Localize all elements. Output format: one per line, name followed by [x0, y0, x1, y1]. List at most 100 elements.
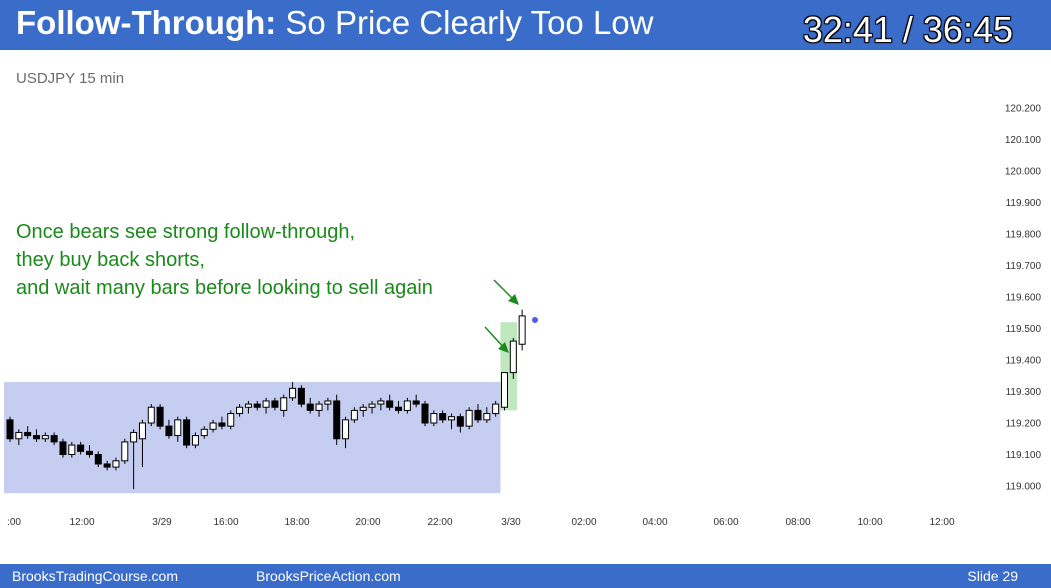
candle-body: [68, 444, 76, 455]
candle-body: [32, 435, 40, 440]
candle-body: [483, 413, 491, 421]
x-tick-label: 12:00: [69, 517, 94, 528]
candle-body: [430, 413, 438, 424]
candle-body: [465, 409, 473, 427]
candle-body: [130, 431, 138, 443]
y-tick-label: 119.700: [1006, 261, 1042, 272]
video-timer: 32:41 / 36:45: [802, 9, 1013, 50]
annotation-line-3: and wait many bars before looking to sel…: [16, 277, 433, 299]
x-tick-label: 04:00: [642, 517, 667, 528]
footer-left-link: BrooksTradingCourse.com: [12, 568, 178, 584]
slide-number: Slide 29: [967, 568, 1018, 584]
x-tick-label: 18:00: [284, 517, 309, 528]
chart-symbol: USDJPY 15 min: [16, 70, 125, 87]
candle-body: [200, 428, 208, 437]
candle-body: [85, 450, 93, 456]
footer-center-link: BrooksPriceAction.com: [256, 568, 401, 584]
candle-body: [183, 419, 191, 446]
candle-body: [518, 315, 526, 345]
candle-body: [509, 340, 517, 374]
price-chart: 119.000 119.100 119.200 119.300 119.400 119.5…: [4, 104, 1042, 528]
candle-body: [403, 400, 411, 411]
candle-body: [306, 403, 314, 411]
y-tick-label: 120.100: [1005, 135, 1042, 146]
candle-body: [500, 372, 508, 408]
candle-body: [227, 413, 235, 427]
candle-body: [474, 409, 482, 421]
x-tick-label: 3/29: [152, 517, 172, 528]
candle-body: [94, 454, 102, 465]
candle-body: [333, 400, 341, 440]
slide-title: Follow-Through: So Price Clearly Too Low: [16, 3, 653, 43]
x-tick-label: 22:00: [427, 517, 452, 528]
candle-body: [191, 435, 199, 446]
candle-body: [77, 444, 85, 452]
candle-body: [41, 435, 49, 440]
y-tick-label: 119.200: [1006, 419, 1042, 430]
candle-body: [24, 431, 32, 437]
x-tick-label: 12:00: [929, 517, 954, 528]
y-tick-label: 119.000: [1006, 482, 1042, 493]
candle-body: [236, 406, 244, 415]
cursor-pointer: [531, 316, 539, 324]
candle-body: [138, 422, 146, 440]
x-tick-label: 10:00: [857, 517, 882, 528]
candle-body: [492, 403, 500, 415]
x-tick-label: 16:00: [213, 517, 238, 528]
candle-body: [395, 406, 403, 411]
candle-body: [439, 413, 447, 421]
y-tick-label: 119.100: [1006, 450, 1042, 461]
candle-body: [297, 387, 305, 405]
candle-body: [456, 416, 464, 427]
x-tick-label: 20:00: [355, 517, 380, 528]
arrow-lower-head: [498, 342, 509, 353]
y-tick-label: 120.200: [1005, 104, 1042, 115]
x-tick-label: :00: [7, 517, 21, 528]
y-tick-label: 119.800: [1006, 230, 1042, 241]
candle-body: [112, 460, 120, 468]
candle-body: [350, 409, 358, 421]
candle-body: [50, 435, 58, 443]
candle-body: [412, 400, 420, 405]
candle-body: [15, 431, 23, 440]
candle-body: [174, 419, 182, 437]
candle-body: [147, 406, 155, 424]
candle-body: [165, 425, 173, 437]
y-tick-label: 119.300: [1006, 387, 1042, 398]
y-tick-label: 120.000: [1005, 167, 1042, 178]
y-tick-label: 119.400: [1006, 356, 1042, 367]
candle-body: [448, 416, 455, 421]
trading-range-box: [4, 382, 501, 494]
candle-body: [315, 403, 323, 411]
candle-body: [103, 463, 111, 468]
candle-body: [421, 403, 429, 424]
candle-body: [386, 400, 394, 408]
candle-body: [253, 403, 261, 408]
candle-body: [359, 406, 367, 411]
chart-annotation: Once bears see strong follow-through, th…: [16, 218, 433, 302]
candle-body: [156, 406, 164, 427]
x-tick-label: 08:00: [785, 517, 810, 528]
x-tick-label: 06:00: [713, 517, 738, 528]
candle-body: [368, 403, 376, 408]
header-bar: Follow-Through: So Price Clearly Too Low…: [0, 0, 1051, 50]
candle-body: [280, 397, 288, 411]
candle-body: [218, 422, 226, 427]
candle-body: [121, 441, 129, 462]
candle-body: [6, 419, 14, 440]
candle-body: [342, 419, 350, 440]
candle-body: [244, 403, 252, 408]
slide-title-bold: Follow-Through:: [16, 4, 277, 41]
candle-body: [377, 400, 385, 405]
slide-title-rest: So Price Clearly Too Low: [276, 4, 654, 41]
x-tick-label: 02:00: [571, 517, 596, 528]
candle-body: [289, 387, 297, 399]
candle-body: [324, 400, 332, 405]
arrow-upper-head: [508, 294, 519, 305]
candle-body: [59, 441, 67, 455]
candle-body: [271, 400, 279, 408]
candle-body: [209, 422, 217, 430]
footer-bar: BrooksTradingCourse.com BrooksPriceActio…: [0, 564, 1051, 588]
x-tick-label: 3/30: [501, 517, 521, 528]
y-tick-label: 119.600: [1006, 293, 1042, 304]
